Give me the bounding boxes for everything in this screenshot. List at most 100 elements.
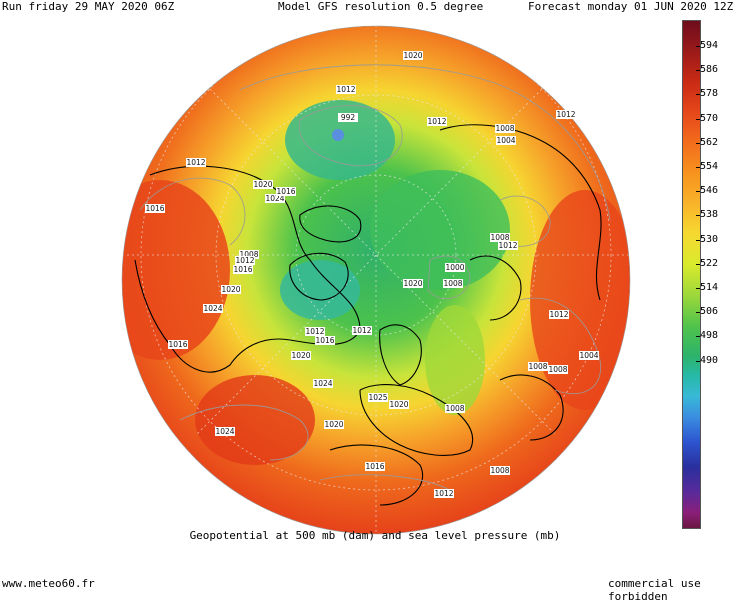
colorbar-tick-label: 570 bbox=[695, 112, 719, 124]
isobar-label-box bbox=[579, 351, 599, 360]
colorbar-tick-label: 586 bbox=[695, 64, 719, 76]
isobar-label: 1012 bbox=[549, 310, 568, 319]
cold-core bbox=[332, 129, 344, 141]
colorbar-tick-label: 490 bbox=[695, 354, 719, 366]
isobar-label: 1024 bbox=[265, 194, 284, 203]
isobar-label-box bbox=[495, 124, 515, 133]
chart-caption: Geopotential at 500 mb (dam) and sea lev… bbox=[189, 529, 561, 542]
isobar-label: 1004 bbox=[496, 136, 515, 145]
isobar-label-box bbox=[365, 462, 385, 471]
colorbar bbox=[682, 20, 701, 529]
isobar-label-box bbox=[528, 362, 548, 371]
isobar-label-box bbox=[443, 279, 463, 288]
isobar-label-box bbox=[305, 327, 325, 336]
isobar-label-box bbox=[203, 304, 223, 313]
isobar-label-box bbox=[490, 466, 510, 475]
model-label: Model GFS resolution 0.5 degree bbox=[278, 0, 484, 13]
isobar-label-box bbox=[427, 117, 447, 126]
isobar-label: 1012 bbox=[336, 85, 355, 94]
isobar-label: 1016 bbox=[276, 187, 295, 196]
isobar-label: 1008 bbox=[495, 124, 514, 133]
isobar-label-box bbox=[233, 265, 253, 274]
isobar-label: 1012 bbox=[352, 326, 371, 335]
isobar-label: 1016 bbox=[315, 336, 334, 345]
isobar-label-box bbox=[291, 351, 311, 360]
isobar-label: 1008 bbox=[548, 365, 567, 374]
isobar-label: 1016 bbox=[365, 462, 384, 471]
isobar-label: 992 bbox=[341, 113, 356, 122]
isobar-label-box bbox=[496, 136, 516, 145]
isobar-label-box bbox=[221, 285, 241, 294]
cold-region-europe bbox=[425, 305, 485, 415]
site-link[interactable]: www.meteo60.fr bbox=[2, 577, 95, 590]
isobar-label: 1012 bbox=[427, 117, 446, 126]
isobar-label: 1012 bbox=[556, 110, 575, 119]
isobar-label-box bbox=[445, 404, 465, 413]
isobar-label-box bbox=[186, 158, 206, 167]
isobar-label: 1024 bbox=[313, 379, 332, 388]
isobar-label-box bbox=[338, 113, 358, 122]
isobar-label: 1012 bbox=[498, 241, 517, 250]
isobar-label-box bbox=[215, 427, 235, 436]
isobar-label: 1008 bbox=[490, 466, 509, 475]
isobar-label: 1012 bbox=[305, 327, 324, 336]
isobar-label: 1025 bbox=[368, 393, 387, 402]
isobar-label-box bbox=[239, 250, 259, 259]
isobar-label: 1016 bbox=[168, 340, 187, 349]
forecast-time-label: Forecast monday 01 JUN 2020 12Z bbox=[528, 0, 734, 13]
isobar-label: 1024 bbox=[215, 427, 234, 436]
isobar-label-box bbox=[389, 400, 409, 409]
isobar-label-box bbox=[403, 51, 423, 60]
isobar-label: 1008 bbox=[445, 404, 464, 413]
isobar-label-box bbox=[490, 233, 510, 242]
isobar-label-box bbox=[168, 340, 188, 349]
cold-region-hudson bbox=[280, 260, 360, 320]
isobar-label-box bbox=[324, 420, 344, 429]
cold-region-arctic bbox=[370, 170, 510, 290]
isobar-label-box bbox=[498, 241, 518, 250]
isobar-label: 1012 bbox=[434, 489, 453, 498]
isobar-label-box bbox=[235, 256, 255, 265]
colorbar-tick-label: 546 bbox=[695, 185, 719, 197]
colorbar-tick-label: 554 bbox=[695, 161, 719, 172]
isobar-label-box bbox=[336, 85, 356, 94]
isobar-label-box bbox=[556, 110, 576, 119]
isobar-label-box bbox=[253, 180, 273, 189]
isobar-label: 1016 bbox=[233, 265, 252, 274]
isobar-label-box bbox=[276, 187, 296, 196]
isobar-label: 1012 bbox=[235, 256, 254, 265]
isobar-label: 1012 bbox=[186, 158, 205, 167]
isobar-label-box bbox=[549, 310, 569, 319]
isobar-label-box bbox=[368, 393, 388, 402]
isobar-label: 1008 bbox=[239, 250, 258, 259]
isobar-label-box bbox=[145, 204, 165, 213]
colorbar-tick-label: 530 bbox=[695, 233, 719, 245]
isobar-label: 1020 bbox=[221, 285, 240, 294]
isobar-label: 1016 bbox=[145, 204, 164, 213]
isobar-label: 1020 bbox=[403, 51, 422, 60]
isobar-label: 1020 bbox=[291, 351, 310, 360]
colorbar-tick-label: 562 bbox=[695, 136, 719, 148]
isobar-label-box bbox=[265, 194, 285, 203]
isobar-label-box bbox=[445, 263, 465, 272]
usage-notice: commercial use forbidden bbox=[608, 577, 701, 603]
isobar-label-box bbox=[352, 326, 372, 335]
isobar-label: 1020 bbox=[253, 180, 272, 189]
colorbar-tick-label: 594 bbox=[695, 40, 719, 51]
isobar-label: 1020 bbox=[389, 400, 408, 409]
isobar-label: 1008 bbox=[490, 233, 509, 242]
colorbar-tick-label: 506 bbox=[695, 306, 719, 318]
isobar-label: 1024 bbox=[203, 304, 222, 313]
isobar-label: 1000 bbox=[445, 263, 464, 272]
colorbar-tick-label: 514 bbox=[695, 282, 719, 293]
warm-region-atlantic bbox=[195, 375, 315, 465]
colorbar-tick-label: 538 bbox=[695, 209, 719, 221]
isobar-label-box bbox=[434, 489, 454, 498]
isobar-label: 1008 bbox=[443, 279, 462, 288]
colorbar-tick-label: 522 bbox=[695, 257, 719, 269]
isobar-label-box bbox=[403, 279, 423, 288]
colorbar-tick-label: 498 bbox=[695, 330, 719, 342]
warm-region-asia bbox=[530, 190, 630, 410]
colorbar-tick-label: 578 bbox=[695, 88, 719, 100]
isobar-label-box bbox=[548, 365, 568, 374]
